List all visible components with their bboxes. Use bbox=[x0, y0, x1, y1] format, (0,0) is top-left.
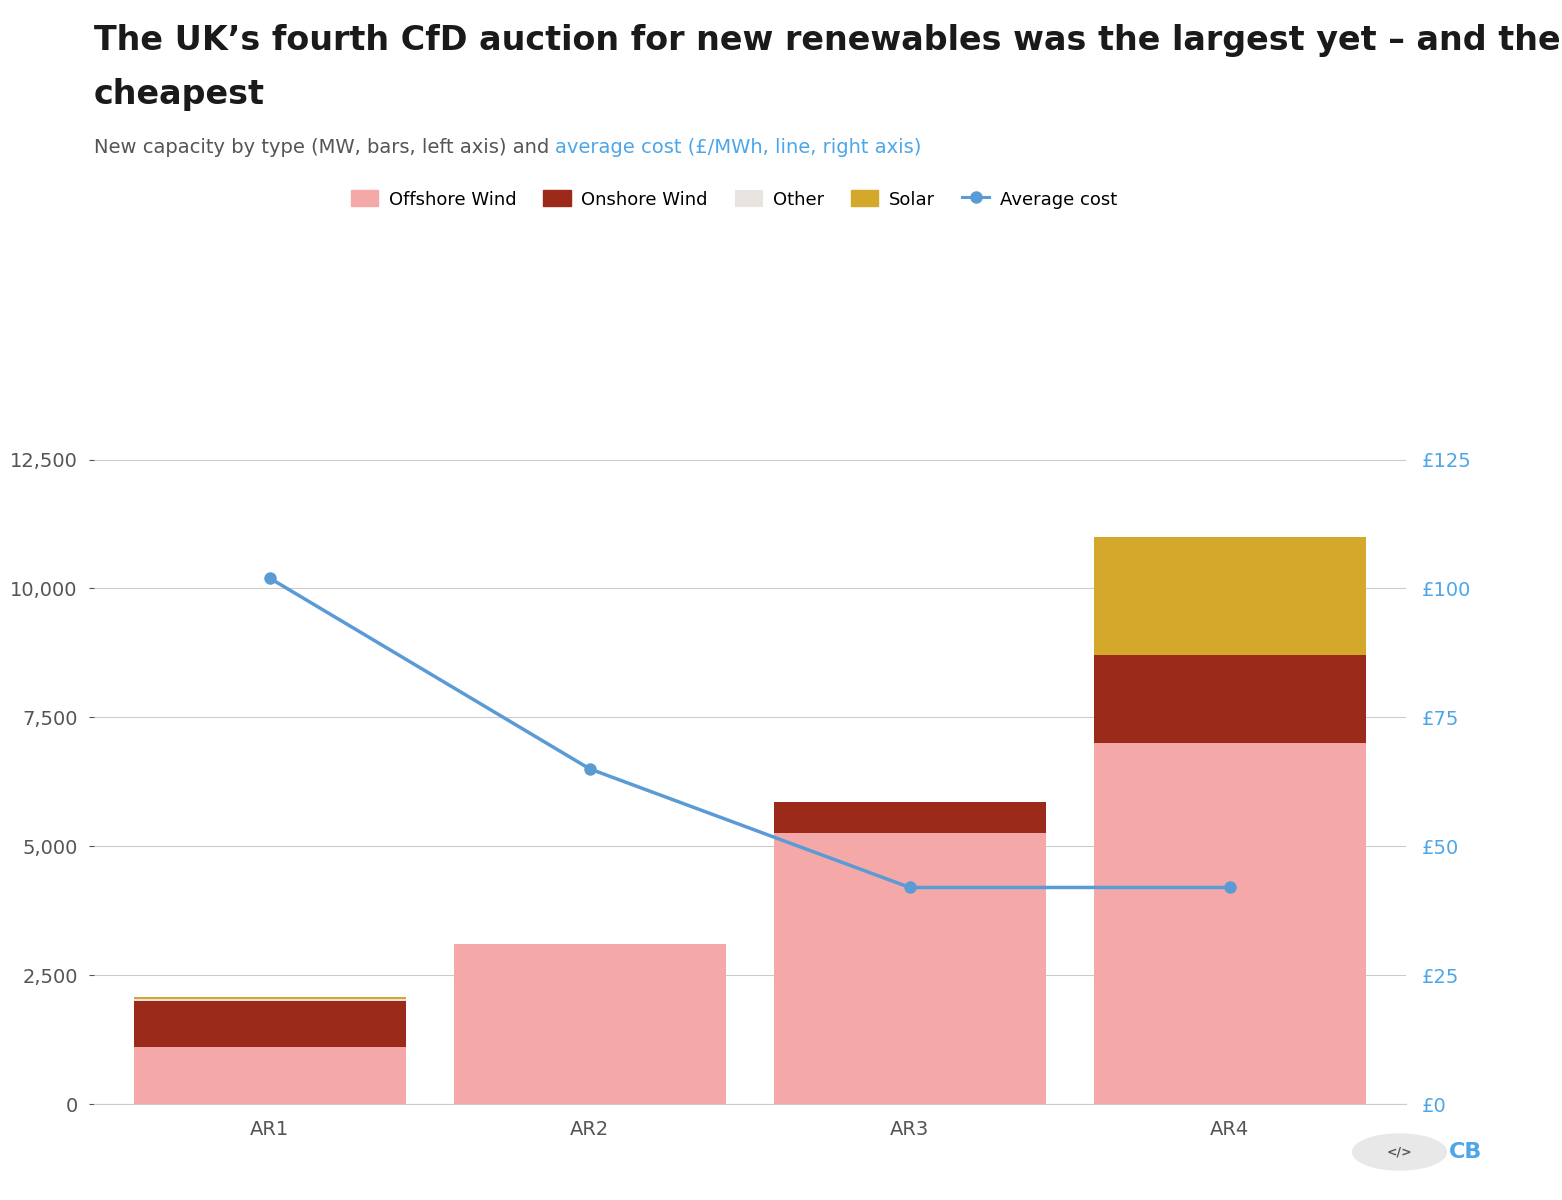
Bar bbox=[134, 1001, 406, 1048]
Bar bbox=[773, 833, 1047, 1104]
Bar bbox=[134, 1000, 406, 1001]
Text: </>: </> bbox=[1387, 1146, 1412, 1158]
Text: CB: CB bbox=[1448, 1142, 1482, 1162]
Circle shape bbox=[1353, 1134, 1446, 1170]
Bar bbox=[134, 1048, 406, 1104]
Bar bbox=[453, 944, 726, 1104]
Legend: Offshore Wind, Onshore Wind, Other, Solar, Average cost: Offshore Wind, Onshore Wind, Other, Sola… bbox=[344, 184, 1125, 216]
Text: The UK’s fourth CfD auction for new renewables was the largest yet – and the joi: The UK’s fourth CfD auction for new rene… bbox=[94, 24, 1562, 56]
Bar bbox=[134, 997, 406, 1000]
Bar bbox=[1093, 536, 1365, 655]
Bar bbox=[1093, 655, 1365, 743]
Text: average cost (£/MWh, line, right axis): average cost (£/MWh, line, right axis) bbox=[555, 138, 922, 157]
Text: New capacity by type (MW, bars, left axis) and: New capacity by type (MW, bars, left axi… bbox=[94, 138, 555, 157]
Bar bbox=[1093, 743, 1365, 1104]
Text: cheapest: cheapest bbox=[94, 78, 264, 110]
Bar bbox=[773, 803, 1047, 833]
